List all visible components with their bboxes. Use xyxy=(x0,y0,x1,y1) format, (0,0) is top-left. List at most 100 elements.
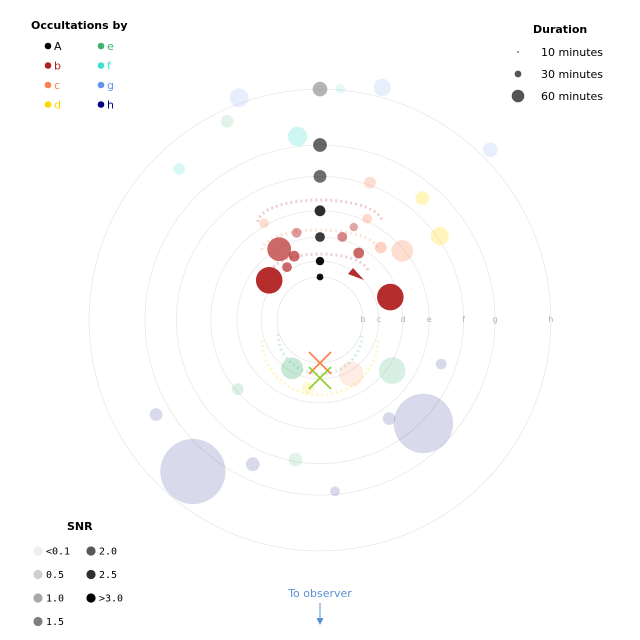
occultation-marker-g-35 xyxy=(483,142,498,157)
occ-legend-label-d: d xyxy=(54,99,61,112)
arc-trace-e-lower xyxy=(276,333,364,376)
duration-legend-label-0: 10 minutes xyxy=(541,46,603,59)
duration-legend-marker-1 xyxy=(514,70,522,78)
snr-legend-marker-6 xyxy=(86,593,96,603)
snr-legend-label-2: 1.0 xyxy=(46,594,64,605)
occultation-marker-A-5 xyxy=(313,138,327,152)
occultation-marker-e-27 xyxy=(231,383,244,395)
occ-legend-dot-h xyxy=(97,101,105,108)
observer-arrow-head xyxy=(316,618,324,625)
occ-legend-dot-f xyxy=(97,62,105,69)
snr-legend-label-0: <0.1 xyxy=(46,547,70,558)
duration-legend-marker-2 xyxy=(511,89,525,103)
occ-legend-dot-d xyxy=(44,101,52,108)
duration-legend: Duration 10 minutes 30 minutes 60 minutes xyxy=(511,23,603,103)
center-x-marker-1-b xyxy=(308,366,332,390)
snr-legend-marker-4 xyxy=(86,546,96,556)
occ-legend-dot-b xyxy=(44,62,52,69)
occultation-marker-d-23 xyxy=(415,191,430,206)
occultation-marker-b-13 xyxy=(288,250,300,262)
occultation-marker-A-1 xyxy=(315,256,325,266)
snr-legend-label-5: 2.5 xyxy=(99,570,117,581)
occultation-marker-h-42 xyxy=(435,358,447,370)
orbit-label-b: b xyxy=(360,315,365,324)
occ-legend-label-b: b xyxy=(54,60,61,73)
occ-legend-dot-A xyxy=(44,42,52,50)
duration-legend-marker-0 xyxy=(517,51,519,53)
center-x-markers xyxy=(308,351,332,390)
occultation-marker-A-0 xyxy=(316,273,324,281)
snr-legend-marker-2 xyxy=(33,593,43,603)
occultations-legend-title: Occultations by xyxy=(31,19,128,32)
snr-legend-marker-5 xyxy=(86,569,96,580)
orbit-label-g: g xyxy=(492,315,497,324)
transit-arc-traces xyxy=(256,198,384,397)
occultation-marker-c-18 xyxy=(362,213,373,224)
occultation-marker-b-7 xyxy=(377,283,404,311)
occultation-marker-d-22 xyxy=(430,227,449,246)
snr-legend-label-4: 2.0 xyxy=(99,547,117,558)
occultation-marker-h-37 xyxy=(160,438,226,505)
occultation-marker-c-17 xyxy=(374,241,387,254)
orbit-ring-h xyxy=(88,88,552,552)
occ-legend-label-f: f xyxy=(107,60,112,73)
occultation-marker-h-38 xyxy=(149,408,163,421)
orbit-label-c: c xyxy=(377,315,381,324)
occultation-marker-b-10 xyxy=(353,247,365,259)
occultation-marker-f-31 xyxy=(173,163,186,175)
occultation-marker-g-33 xyxy=(229,88,249,108)
occ-legend-dot-e xyxy=(97,42,105,50)
occultation-marker-h-36 xyxy=(393,393,454,454)
occ-legend-label-A: A xyxy=(54,40,62,53)
occultation-marker-A-4 xyxy=(313,170,327,183)
orbit-label-e: e xyxy=(427,315,432,324)
orbit-rings: b c d e f g h xyxy=(88,88,553,552)
occultation-marker-c-20 xyxy=(259,218,269,229)
snr-legend-title: SNR xyxy=(67,520,93,533)
occultation-marker-h-39 xyxy=(245,457,260,472)
orbit-label-h: h xyxy=(548,315,553,324)
occultation-marker-c-16 xyxy=(391,240,414,262)
snr-legend-label-6: >3.0 xyxy=(99,594,123,605)
occultation-marker-c-19 xyxy=(364,176,376,189)
occultation-marker-A-6 xyxy=(312,81,328,97)
occultation-marker-e-28 xyxy=(288,452,303,467)
arc-trace-c-upper xyxy=(260,228,380,251)
marker-tail-b xyxy=(348,268,364,280)
snr-legend-marker-3 xyxy=(33,616,43,627)
occultation-marker-e-29 xyxy=(220,114,234,128)
snr-legend-label-1: 0.5 xyxy=(46,570,64,581)
snr-legend-marker-1 xyxy=(33,569,43,580)
observer-indicator: To observer xyxy=(287,587,352,625)
orbit-ring-b xyxy=(276,276,364,364)
occultation-marker-f-30 xyxy=(287,126,308,147)
observer-label: To observer xyxy=(287,587,352,600)
snr-legend-marker-0 xyxy=(33,546,43,556)
occ-legend-label-h: h xyxy=(107,99,114,112)
duration-legend-label-2: 60 minutes xyxy=(541,90,603,103)
occultation-marker-b-8 xyxy=(255,267,283,294)
duration-legend-label-1: 30 minutes xyxy=(541,68,603,81)
occ-legend-label-e: e xyxy=(107,40,114,53)
occ-legend-label-c: c xyxy=(54,79,60,92)
snr-legend: SNR <0.1 0.5 1.0 1.5 2.0 2.5 >3.0 xyxy=(33,520,123,628)
occultation-marker-b-9 xyxy=(267,237,292,262)
snr-legend-label-3: 1.5 xyxy=(46,617,64,628)
duration-legend-title: Duration xyxy=(533,23,587,36)
occultation-marker-b-12 xyxy=(291,227,302,238)
occultation-marker-A-3 xyxy=(314,205,326,217)
occultation-markers xyxy=(149,78,498,505)
occultation-marker-h-40 xyxy=(382,412,396,425)
orbit-label-f: f xyxy=(462,315,465,324)
occultation-marker-b-14 xyxy=(282,262,292,272)
occultation-marker-e-25 xyxy=(378,357,406,384)
occultation-marker-h-41 xyxy=(330,486,340,497)
occultation-marker-b-15 xyxy=(349,222,358,232)
occultation-marker-c-21 xyxy=(338,361,364,387)
occultation-marker-A-2 xyxy=(315,232,325,242)
occ-legend-dot-c xyxy=(44,81,52,89)
occultation-marker-b-11 xyxy=(337,232,348,242)
occultation-marker-e-26 xyxy=(281,357,303,380)
